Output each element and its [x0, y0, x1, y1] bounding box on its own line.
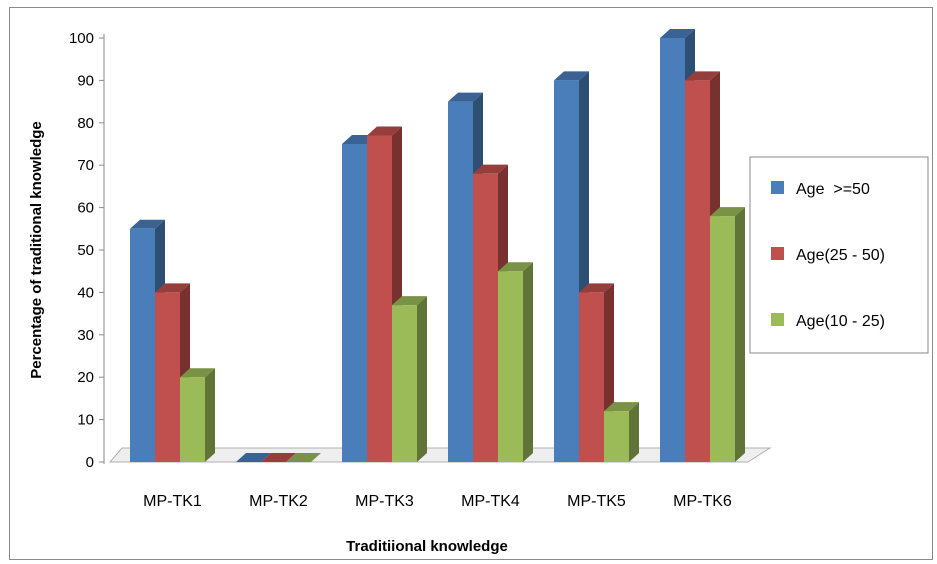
y-tick-label: 40 [77, 284, 94, 301]
y-tick-label: 90 [77, 72, 94, 89]
y-tick-label: 80 [77, 115, 94, 132]
bar [286, 453, 321, 462]
bar-front [554, 80, 579, 463]
bar-front [155, 292, 180, 462]
y-tick-label: 60 [77, 200, 94, 217]
legend: Age >=50 Age(25 - 50) Age(10 - 25) [749, 156, 929, 354]
bar-top [710, 207, 745, 217]
bar-side [205, 368, 215, 462]
bar-top [685, 71, 720, 81]
x-tick-label: MP-TK6 [673, 493, 732, 510]
bar [261, 453, 296, 462]
y-tick-label: 10 [77, 412, 94, 429]
bar-top [579, 283, 614, 293]
bar-side [629, 402, 639, 462]
y-tick-label: 30 [77, 327, 94, 344]
bar-front [498, 271, 523, 462]
legend-label: Age >=50 [796, 181, 870, 198]
bar-top [660, 29, 695, 38]
bar-front [473, 173, 498, 462]
bar-top [473, 164, 508, 174]
bar-front [342, 144, 367, 462]
bar-front [392, 305, 417, 462]
bar [180, 368, 215, 462]
x-tick-label: MP-TK1 [143, 493, 202, 510]
bar [498, 262, 533, 462]
bar [236, 453, 271, 462]
bar-top [604, 402, 639, 412]
bar [392, 296, 427, 462]
y-tick-label: 20 [77, 369, 94, 386]
bar-top [498, 262, 533, 272]
bar [604, 402, 639, 462]
bars-group [130, 29, 745, 463]
bar-front [367, 135, 392, 462]
x-tick-label: MP-TK5 [567, 493, 626, 510]
bar-front [710, 216, 735, 462]
x-tick-label: MP-TK4 [461, 493, 520, 510]
y-tick-labels: 0 10 20 30 40 50 60 70 80 90 100 [69, 30, 104, 471]
bar-top [367, 126, 402, 136]
bar [579, 283, 614, 462]
bar-front [579, 292, 604, 462]
bar-top [448, 92, 483, 102]
x-tick-label: MP-TK2 [249, 493, 308, 510]
x-tick-labels: MP-TK1 MP-TK2 MP-TK3 MP-TK4 MP-TK5 MP-TK6 [143, 493, 732, 510]
bar-top [236, 453, 271, 462]
bar-top [286, 453, 321, 462]
bar-front [448, 101, 473, 462]
legend-label: Age(25 - 50) [796, 247, 885, 264]
bar-side [735, 207, 745, 462]
x-tick-label: MP-TK3 [355, 493, 414, 510]
legend-swatch [771, 247, 784, 260]
bar-top [392, 296, 427, 306]
legend-swatch [771, 181, 784, 194]
bar-top [554, 71, 589, 81]
x-axis-title: Traditiional knowledge [346, 538, 508, 555]
bar-top [130, 219, 165, 229]
bar-side [523, 262, 533, 462]
bar-front [685, 80, 710, 463]
bar-side [417, 296, 427, 462]
bar [710, 207, 745, 462]
y-tick-label: 100 [69, 30, 94, 47]
bar-front [180, 377, 205, 462]
bar-top [155, 283, 190, 293]
bar-top [180, 368, 215, 378]
bar-top [261, 453, 296, 462]
y-tick-label: 50 [77, 242, 94, 259]
legend-label: Age(10 - 25) [796, 313, 885, 330]
legend-swatch [771, 313, 784, 326]
bar-front [130, 228, 155, 462]
y-tick-label: 70 [77, 157, 94, 174]
bar [367, 126, 402, 463]
bar-front [604, 411, 629, 462]
y-axis-title: Percentage of traditional knowledge [28, 121, 45, 379]
y-tick-label: 0 [86, 454, 94, 471]
bar-front [660, 38, 685, 462]
